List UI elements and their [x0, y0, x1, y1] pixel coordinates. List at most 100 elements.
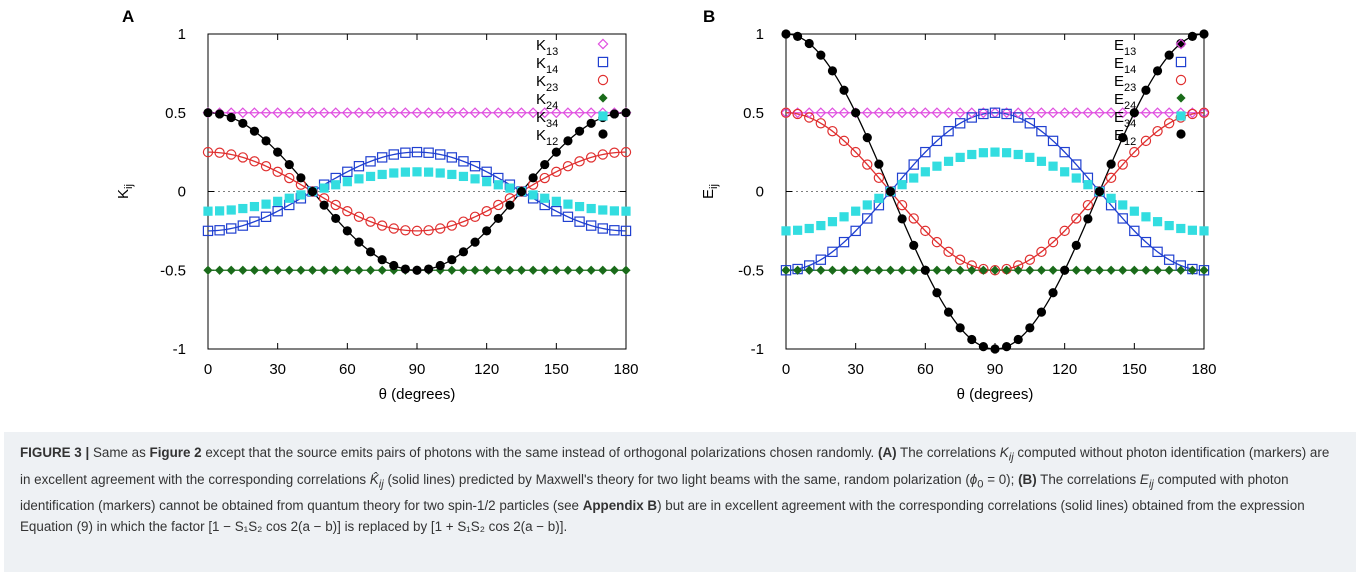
data-point-12	[1094, 186, 1105, 197]
data-point-24	[249, 265, 260, 275]
legend-label-main: E	[1114, 127, 1124, 144]
data-point-34	[203, 206, 213, 216]
data-point-12	[1048, 288, 1058, 298]
data-point-14	[481, 166, 492, 178]
data-point-12	[365, 247, 376, 257]
data-point-24	[1164, 265, 1174, 275]
data-point-13	[931, 107, 943, 119]
legend-label: K12	[536, 127, 558, 148]
appendix-b-link[interactable]: Appendix B	[582, 498, 658, 514]
data-point-13	[1012, 107, 1024, 119]
data-point-14	[376, 152, 388, 163]
data-point-34	[1083, 180, 1093, 190]
data-point-13	[826, 107, 838, 119]
legend-marker	[1176, 93, 1186, 103]
data-point-23	[780, 107, 792, 118]
data-point-12	[1141, 85, 1151, 95]
legend-label-sub: 12	[1124, 136, 1136, 148]
figure2-link[interactable]: Figure 2	[149, 445, 202, 460]
data-point-24	[296, 265, 306, 275]
data-point-14	[458, 156, 469, 167]
y-tick-label: 0.5	[165, 105, 186, 122]
legend-label-main: E	[1114, 109, 1124, 126]
data-point-34	[377, 169, 387, 180]
legend-label-sub: 24	[1124, 100, 1136, 112]
legend-marker	[597, 56, 609, 68]
x-axis-label: θ (degrees)	[957, 386, 1034, 403]
data-point-13	[838, 107, 850, 119]
data-point-34	[1199, 226, 1209, 236]
data-point-12	[458, 247, 469, 257]
data-point-14	[388, 149, 399, 160]
data-point-12	[943, 307, 954, 317]
data-point-34	[412, 167, 422, 177]
data-point-14	[1036, 125, 1047, 137]
panel-label: B	[703, 7, 715, 26]
data-point-13	[1152, 107, 1164, 119]
data-point-14	[920, 146, 931, 158]
caption-text: ) but are in excellent agreement with th…	[20, 498, 1305, 535]
data-point-14	[1047, 135, 1059, 147]
legend-label: K34	[536, 109, 558, 130]
data-point-14	[1013, 112, 1024, 123]
data-point-34	[389, 168, 399, 178]
data-point-23	[1105, 172, 1117, 184]
data-point-34	[365, 171, 376, 182]
x-tick-label: 60	[339, 361, 356, 378]
data-point-14	[226, 223, 237, 234]
data-point-24	[470, 265, 480, 275]
fit-line-14	[785, 112, 1205, 271]
legend-label-sub: 34	[546, 118, 558, 130]
legend-label-main: K	[536, 73, 546, 90]
caption-b-label: (B)	[1018, 471, 1037, 487]
data-point-13	[1117, 107, 1129, 119]
data-point-12	[1083, 214, 1093, 224]
data-point-24	[943, 265, 954, 275]
data-point-14	[446, 152, 458, 163]
data-point-23	[609, 147, 620, 158]
data-point-34	[827, 217, 838, 227]
y-tick-label: 1	[178, 26, 186, 43]
data-point-12	[1118, 133, 1128, 143]
data-point-13	[388, 107, 400, 119]
legend-label-main: K	[536, 127, 546, 144]
data-point-24	[516, 265, 527, 275]
legend-label-main: K	[536, 91, 546, 108]
data-point-24	[273, 265, 283, 275]
data-point-34	[482, 177, 492, 187]
legend-label-main: E	[1114, 91, 1124, 108]
data-point-13	[283, 107, 295, 119]
data-point-14	[272, 205, 283, 217]
data-point-24	[1083, 265, 1093, 275]
x-tick-label: 150	[544, 361, 569, 378]
data-point-23	[1187, 108, 1198, 120]
data-point-13	[423, 107, 435, 119]
data-point-12	[885, 186, 896, 197]
data-point-12	[319, 200, 329, 210]
data-point-34	[1118, 200, 1128, 210]
data-point-12	[932, 288, 942, 298]
data-point-24	[238, 265, 248, 275]
data-point-23	[1140, 135, 1152, 147]
data-point-12	[470, 237, 480, 247]
legend-marker	[598, 111, 608, 121]
data-point-34	[1036, 156, 1047, 166]
data-point-12	[1129, 108, 1139, 118]
data-point-24	[897, 265, 907, 275]
data-point-13	[574, 107, 586, 119]
data-point-12	[1152, 66, 1163, 76]
data-point-23	[469, 211, 481, 223]
data-point-13	[399, 107, 411, 119]
data-point-12	[516, 186, 527, 197]
data-point-14	[978, 108, 989, 120]
data-point-14	[620, 225, 632, 237]
x-tick-label: 150	[1122, 361, 1147, 378]
data-point-13	[908, 107, 920, 119]
data-point-12	[505, 200, 515, 210]
data-point-23	[585, 152, 597, 163]
data-point-13	[492, 107, 504, 119]
data-point-23	[1024, 254, 1036, 265]
data-point-24	[1106, 265, 1116, 275]
data-point-14	[954, 118, 966, 129]
